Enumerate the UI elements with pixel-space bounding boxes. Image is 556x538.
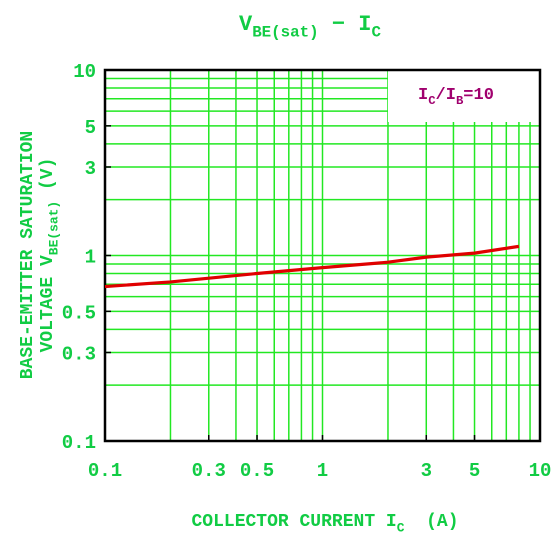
x-tick-label: 1 xyxy=(317,460,328,482)
annotation-box xyxy=(388,71,539,122)
text-part: BE(sat) xyxy=(46,201,61,255)
text-part: (V) xyxy=(38,158,58,201)
text-part: (A) xyxy=(405,512,459,532)
text-part: C xyxy=(397,520,405,535)
x-tick-label: 10 xyxy=(529,460,552,482)
text-part: COLLECTOR CURRENT I xyxy=(191,512,396,532)
x-tick-label: 0.3 xyxy=(192,460,226,482)
y-tick-label: 0.5 xyxy=(62,302,96,324)
y-tick-label: 1 xyxy=(85,247,96,269)
y-axis-label: BASE-EMITTER SATURATION VOLTAGE VBE(sat) … xyxy=(18,131,61,379)
chart-title: VBE(sat) − IC xyxy=(239,12,382,42)
text-part: VOLTAGE V xyxy=(38,255,58,352)
data-line xyxy=(104,244,520,289)
text-part: /I xyxy=(436,86,456,105)
text-part: I xyxy=(418,86,428,105)
x-tick-label: 5 xyxy=(469,460,480,482)
y-tick-label: 5 xyxy=(85,117,96,139)
x-tick-label: 0.1 xyxy=(88,460,122,482)
x-axis-label: COLLECTOR CURRENT IC (A) xyxy=(191,512,458,535)
x-tick-label: 0.5 xyxy=(240,460,274,482)
x-tick-label: 3 xyxy=(421,460,432,482)
text-part: − I xyxy=(319,12,372,37)
text-part: BE(sat) xyxy=(252,24,319,42)
y-axis-label-line: BASE-EMITTER SATURATION xyxy=(18,131,38,379)
y-tick-label: 10 xyxy=(73,61,96,83)
y-tick-label: 0.1 xyxy=(62,432,96,454)
text-part: BASE-EMITTER SATURATION xyxy=(18,131,38,379)
y-tick-label: 0.3 xyxy=(62,343,96,365)
text-part: V xyxy=(239,12,253,37)
annotation: IC/IB=10 xyxy=(418,86,494,108)
text-part: B xyxy=(456,94,464,108)
text-part: C xyxy=(372,24,382,42)
y-tick-label: 3 xyxy=(85,158,96,180)
text-part: =10 xyxy=(463,86,494,105)
y-axis-label-line: VOLTAGE VBE(sat) (V) xyxy=(38,158,61,353)
text-part: C xyxy=(428,94,435,108)
